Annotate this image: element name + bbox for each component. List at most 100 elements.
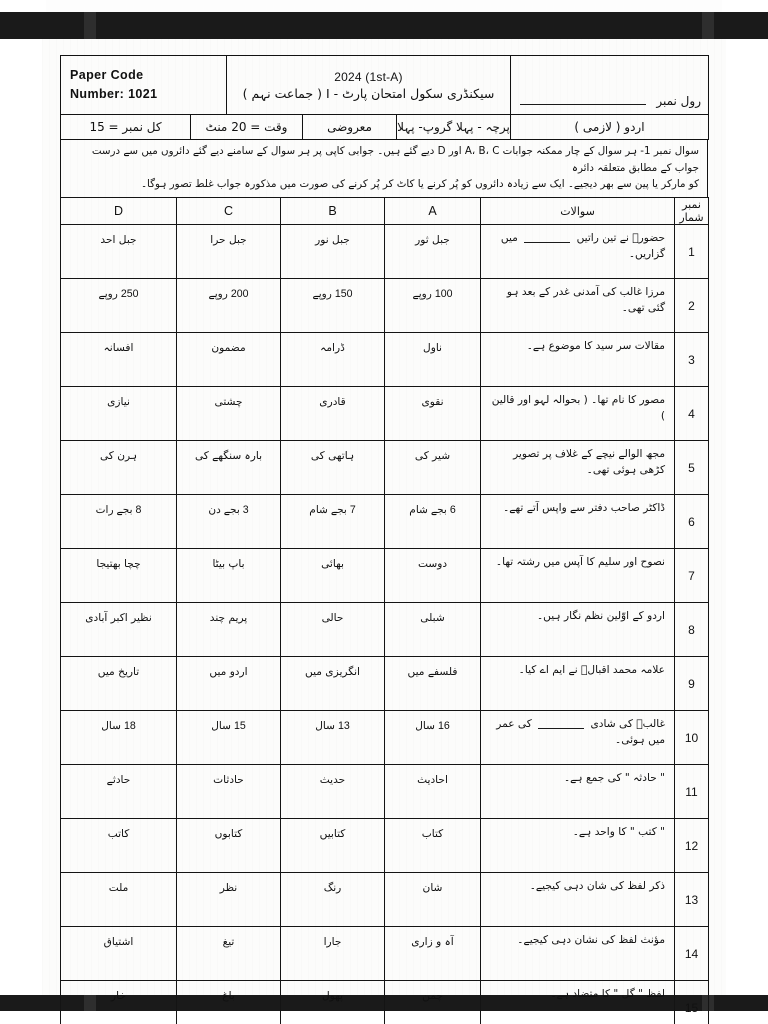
option-b[interactable]: 13 سال: [280, 710, 385, 766]
option-c[interactable]: چشتی: [176, 386, 281, 442]
option-c[interactable]: 200 روپے: [176, 278, 281, 334]
option-b[interactable]: رنگ: [280, 872, 385, 928]
question-text: " حادثہ " کی جمع ہے۔: [480, 764, 675, 820]
option-b[interactable]: جارا: [280, 926, 385, 982]
option-c[interactable]: حادثات: [176, 764, 281, 820]
option-d[interactable]: اشتیاق: [60, 926, 177, 982]
instruction-line-1: سوال نمبر 1- ہر سوال کے چار ممکنہ جوابات…: [91, 145, 699, 174]
roll-number-input-rule[interactable]: [520, 104, 646, 105]
option-d[interactable]: چچا بھتیجا: [60, 548, 177, 604]
question-text: حضورؐ نے تین راتیں میں گزاریں۔: [480, 224, 675, 280]
scan-edge-top: [46, 0, 722, 12]
exam-title-cell: 2024 (1st-A) سیکنڈری سکول امتحان پارٹ - …: [226, 55, 511, 115]
option-a[interactable]: 100 روپے: [384, 278, 481, 334]
option-b[interactable]: حدیث: [280, 764, 385, 820]
table-row: 250 روپے 200 روپے 150 روپے 100 روپے مرزا غال…: [60, 278, 709, 334]
paper-type-cell: معروضی: [302, 114, 397, 140]
option-b[interactable]: حالی: [280, 602, 385, 658]
option-c[interactable]: اردو میں: [176, 656, 281, 712]
option-d[interactable]: افسانہ: [60, 332, 177, 388]
option-c[interactable]: پریم چند: [176, 602, 281, 658]
subject-cell: اردو ( لازمی ): [510, 114, 709, 140]
option-d[interactable]: 8 بجے رات: [60, 494, 177, 550]
table-row: چچا بھتیجا باپ بیٹا بھائی دوست نصوح اور سلیم…: [60, 548, 709, 604]
option-d[interactable]: 18 سال: [60, 710, 177, 766]
option-b[interactable]: کتابیں: [280, 818, 385, 874]
question-text: مقالات سر سید کا موضوع ہے۔: [480, 332, 675, 388]
option-b[interactable]: انگریزی میں: [280, 656, 385, 712]
serial-number: 14: [674, 926, 709, 982]
option-a[interactable]: جبل ثور: [384, 224, 481, 280]
serial-number: 9: [674, 656, 709, 712]
option-d[interactable]: ملت: [60, 872, 177, 928]
option-d[interactable]: جبل احد: [60, 224, 177, 280]
option-d[interactable]: نیازی: [60, 386, 177, 442]
column-header-c: C: [176, 197, 281, 226]
instructions-block: سوال نمبر 1- ہر سوال کے چار ممکنہ جوابات…: [60, 140, 708, 199]
option-a[interactable]: شان: [384, 872, 481, 928]
option-d[interactable]: حادثے: [60, 764, 177, 820]
option-c[interactable]: باغ: [176, 980, 281, 1024]
scan-notch-left: [84, 12, 96, 39]
option-a[interactable]: چمن: [384, 980, 481, 1024]
question-text: ڈاکٹر صاحب دفتر سے واپس آتے تھے۔: [480, 494, 675, 550]
option-b[interactable]: بھائی: [280, 548, 385, 604]
roll-number-cell[interactable]: رول نمبر: [510, 55, 709, 115]
option-c[interactable]: باپ بیٹا: [176, 548, 281, 604]
option-c[interactable]: 15 سال: [176, 710, 281, 766]
answer-blank: [538, 728, 585, 730]
option-c[interactable]: جبل حرا: [176, 224, 281, 280]
table-row: نظیر اکبر آبادی پریم چند حالی شبلی اردو کے ا…: [60, 602, 709, 658]
option-a[interactable]: فلسفے میں: [384, 656, 481, 712]
paper-group-cell: پرچہ - پہلا گروپ- پہلا: [396, 114, 511, 140]
option-b[interactable]: 150 روپے: [280, 278, 385, 334]
option-b[interactable]: قادری: [280, 386, 385, 442]
option-c[interactable]: مضمون: [176, 332, 281, 388]
subject-value: اردو ( لازمی ): [574, 120, 645, 134]
option-a[interactable]: 6 بجے شام: [384, 494, 481, 550]
option-d[interactable]: نظیر اکبر آبادی: [60, 602, 177, 658]
option-b[interactable]: ڈرامہ: [280, 332, 385, 388]
option-b[interactable]: پھول: [280, 980, 385, 1024]
time-value: وقت = 20 منٹ: [205, 120, 288, 134]
question-text: ذکر لفظ کی شان دہی کیجیے۔: [480, 872, 675, 928]
option-c[interactable]: بارہ سنگھے کی: [176, 440, 281, 496]
option-d[interactable]: 250 روپے: [60, 278, 177, 334]
option-d[interactable]: کاتب: [60, 818, 177, 874]
question-text: مجھ الوالے نیچے کے غلاف پر تصویر کڑھی ہو…: [480, 440, 675, 496]
serial-number: 1: [674, 224, 709, 280]
option-c[interactable]: نظر: [176, 872, 281, 928]
question-text: غالبؔ کی شادی کی عمر میں ہوئی۔: [480, 710, 675, 766]
option-c[interactable]: تیغ: [176, 926, 281, 982]
table-row: ہرن کی بارہ سنگھے کی ہاتھی کی شیر کی مجھ الو…: [60, 440, 709, 496]
option-b[interactable]: ہاتھی کی: [280, 440, 385, 496]
option-c[interactable]: کتابوں: [176, 818, 281, 874]
option-b[interactable]: 7 بجے شام: [280, 494, 385, 550]
option-a[interactable]: نقوی: [384, 386, 481, 442]
option-a[interactable]: احادیث: [384, 764, 481, 820]
option-a[interactable]: شیر کی: [384, 440, 481, 496]
option-b[interactable]: جبل نور: [280, 224, 385, 280]
question-text: نصوح اور سلیم کا آپس میں رشتہ تھا۔: [480, 548, 675, 604]
option-d[interactable]: تاریخ میں: [60, 656, 177, 712]
option-a[interactable]: ناول: [384, 332, 481, 388]
total-marks-value: کل نمبر = 15: [89, 120, 162, 134]
column-header-b: B: [280, 197, 385, 226]
table-row: حادثے حادثات حدیث احادیث " حادثہ " کی جمع ہے…: [60, 764, 709, 820]
table-row: تاریخ میں اردو میں انگریزی میں فلسفے میں علا…: [60, 656, 709, 712]
option-c[interactable]: 3 بجے دن: [176, 494, 281, 550]
option-a[interactable]: آہ و زاری: [384, 926, 481, 982]
question-text: لفظ " گل " کا متضاد ہے۔: [480, 980, 675, 1024]
option-a[interactable]: شبلی: [384, 602, 481, 658]
question-text: مرزا غالب کی آمدنی غدر کے بعد ہو گئی تھی…: [480, 278, 675, 334]
option-d[interactable]: خار: [60, 980, 177, 1024]
question-text: علامہ محمد اقبالؒ نے ایم اے کیا۔: [480, 656, 675, 712]
table-row: ملت نظر رنگ شان ذکر لفظ کی شان دہی کیجیے۔ 13: [60, 872, 709, 928]
option-a[interactable]: دوست: [384, 548, 481, 604]
document-body: Paper Code Number: 1021 2024 (1st-A) سیک…: [60, 55, 709, 1024]
serial-number: 7: [674, 548, 709, 604]
option-a[interactable]: کتاب: [384, 818, 481, 874]
option-d[interactable]: ہرن کی: [60, 440, 177, 496]
paper-group-value: پرچہ - پہلا گروپ- پہلا: [397, 120, 510, 134]
option-a[interactable]: 16 سال: [384, 710, 481, 766]
